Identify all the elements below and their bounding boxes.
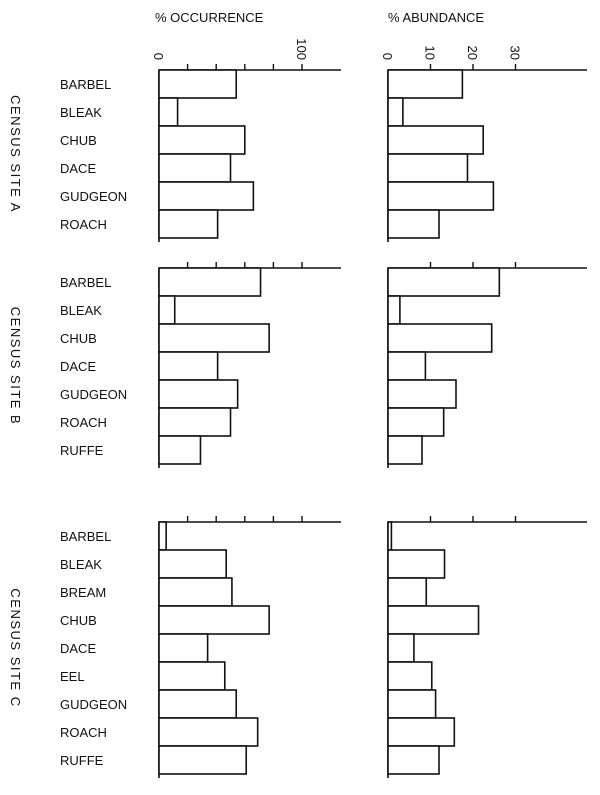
- abundance-bar-dace: [387, 351, 427, 381]
- category-label: ROACH: [60, 415, 107, 430]
- category-label: GUDGEON: [60, 697, 127, 712]
- abundance-bar-bleak: [387, 549, 446, 579]
- occurrence-bar-barbel: [158, 521, 167, 551]
- census-site-label: CENSUS SITE A: [8, 95, 23, 213]
- abundance-tick-label: 0: [380, 53, 395, 60]
- abundance-bar-barbel: [387, 267, 501, 297]
- census-site-label: CENSUS SITE C: [8, 588, 23, 707]
- abundance-tick-label: 20: [465, 46, 480, 60]
- occurrence-bar-gudgeon: [158, 689, 238, 719]
- category-label: BLEAK: [60, 303, 102, 318]
- occurrence-bar-chub: [158, 605, 270, 635]
- census-site-label: CENSUS SITE B: [8, 307, 23, 425]
- occurrence-axis-title: % OCCURRENCE: [155, 10, 264, 25]
- abundance-bar-bleak: [387, 97, 404, 127]
- abundance-bar-ruffe: [387, 435, 423, 465]
- category-label: DACE: [60, 641, 96, 656]
- occurrence-bar-barbel: [158, 69, 238, 99]
- abundance-tick-label: 30: [508, 46, 523, 60]
- category-label: BLEAK: [60, 105, 102, 120]
- occurrence-bar-dace: [158, 351, 219, 381]
- category-label: CHUB: [60, 331, 97, 346]
- occurrence-bar-roach: [158, 717, 259, 747]
- category-label: GUDGEON: [60, 387, 127, 402]
- occurrence-bar-dace: [158, 153, 232, 183]
- occurrence-bar-roach: [158, 209, 219, 239]
- occurrence-bar-gudgeon: [158, 379, 239, 409]
- abundance-bar-gudgeon: [387, 379, 457, 409]
- occurrence-bar-bleak: [158, 97, 179, 127]
- category-label: CHUB: [60, 613, 97, 628]
- occurrence-tick-label: 0: [151, 53, 166, 60]
- abundance-tick-label: 10: [423, 46, 438, 60]
- occurrence-bar-chub: [158, 125, 246, 155]
- occurrence-bar-ruffe: [158, 745, 248, 775]
- occurrence-bar-barbel: [158, 267, 262, 297]
- category-label: EEL: [60, 669, 85, 684]
- abundance-bar-chub: [387, 605, 480, 635]
- category-label: BARBEL: [60, 529, 111, 544]
- abundance-bar-dace: [387, 633, 415, 663]
- occurrence-bar-eel: [158, 661, 226, 691]
- occurrence-bar-ruffe: [158, 435, 202, 465]
- abundance-bar-gudgeon: [387, 181, 495, 211]
- occurrence-bar-bream: [158, 577, 233, 607]
- abundance-bar-gudgeon: [387, 689, 437, 719]
- category-label: BARBEL: [60, 77, 111, 92]
- abundance-bar-chub: [387, 125, 484, 155]
- category-label: BLEAK: [60, 557, 102, 572]
- category-label: RUFFE: [60, 443, 104, 458]
- category-label: BARBEL: [60, 275, 111, 290]
- abundance-bar-chub: [387, 323, 493, 353]
- abundance-bar-barbel: [387, 69, 464, 99]
- abundance-bar-roach: [387, 209, 440, 239]
- category-label: GUDGEON: [60, 189, 127, 204]
- category-label: CHUB: [60, 133, 97, 148]
- occurrence-bar-dace: [158, 633, 209, 663]
- category-label: DACE: [60, 359, 96, 374]
- abundance-bar-eel: [387, 661, 433, 691]
- occurrence-bar-bleak: [158, 549, 228, 579]
- category-label: ROACH: [60, 217, 107, 232]
- abundance-bar-bream: [387, 577, 428, 607]
- category-label: RUFFE: [60, 753, 104, 768]
- abundance-bar-ruffe: [387, 745, 440, 775]
- occurrence-bar-gudgeon: [158, 181, 255, 211]
- category-label: ROACH: [60, 725, 107, 740]
- occurrence-bar-roach: [158, 407, 232, 437]
- abundance-bar-roach: [387, 717, 456, 747]
- category-label: BREAM: [60, 585, 106, 600]
- abundance-bar-bleak: [387, 295, 401, 325]
- occurrence-bar-bleak: [158, 295, 176, 325]
- occurrence-bar-chub: [158, 323, 270, 353]
- occurrence-tick-label: 100: [294, 38, 309, 60]
- abundance-bar-roach: [387, 407, 445, 437]
- abundance-axis-title: % ABUNDANCE: [388, 10, 484, 25]
- abundance-bar-dace: [387, 153, 469, 183]
- abundance-bar-barbel: [387, 521, 393, 551]
- category-label: DACE: [60, 161, 96, 176]
